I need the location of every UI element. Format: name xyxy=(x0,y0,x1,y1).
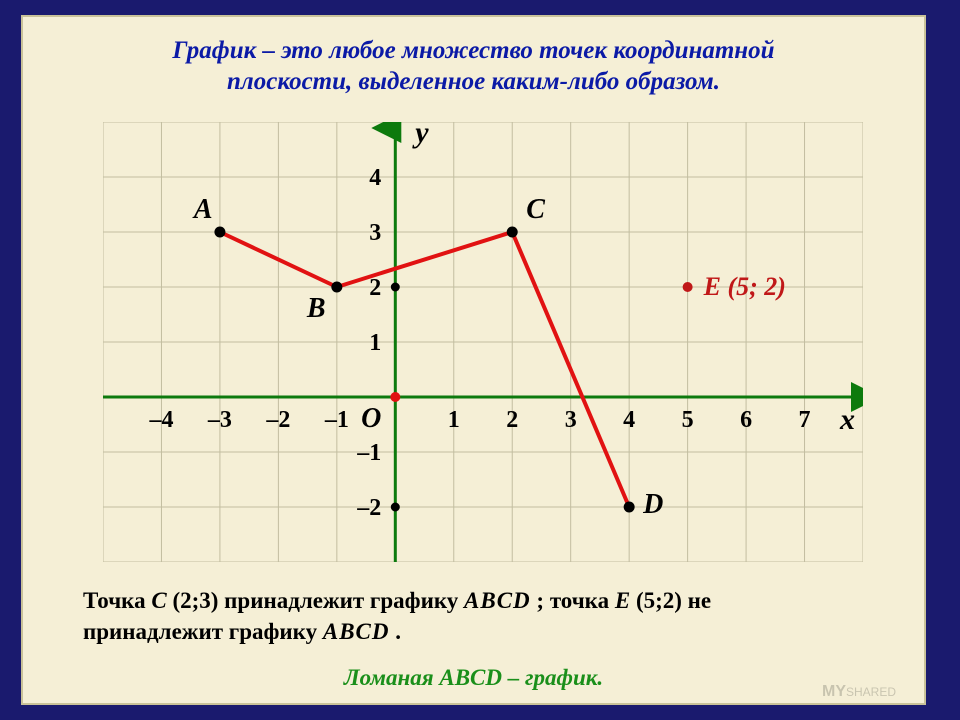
title-line-2: плоскости, выделенное каким-либо образом… xyxy=(227,68,720,95)
svg-text:2: 2 xyxy=(369,275,381,301)
svg-text:–3: –3 xyxy=(207,407,232,433)
svg-text:3: 3 xyxy=(565,407,577,433)
svg-text:x: x xyxy=(839,403,855,436)
svg-text:5: 5 xyxy=(682,407,694,433)
svg-text:A: A xyxy=(192,194,213,225)
svg-text:–2: –2 xyxy=(265,407,290,433)
caption-polyline: Ломаная ABCD – график. xyxy=(23,665,924,691)
svg-text:O: O xyxy=(361,403,381,434)
svg-text:4: 4 xyxy=(623,407,635,433)
coordinate-chart: –4 –3 –2 –1 1 2 3 4 5 6 7 1 2 3 4 –1 –2 Ox y A B C D E (5; 2) xyxy=(103,122,863,562)
title-line-1: График – это любое множество точек коорд… xyxy=(172,37,774,64)
svg-text:–4: –4 xyxy=(148,407,173,433)
svg-text:6: 6 xyxy=(740,407,752,433)
svg-text:1: 1 xyxy=(448,407,460,433)
svg-text:7: 7 xyxy=(799,407,811,433)
svg-text:1: 1 xyxy=(369,330,381,356)
svg-text:B: B xyxy=(306,293,326,324)
svg-text:y: y xyxy=(412,122,429,149)
slide-title: График – это любое множество точек коорд… xyxy=(23,35,924,98)
svg-text:2: 2 xyxy=(506,407,518,433)
svg-text:–1: –1 xyxy=(324,407,349,433)
svg-text:E (5; 2): E (5; 2) xyxy=(703,272,786,301)
svg-text:3: 3 xyxy=(369,220,381,246)
caption-membership: Точка C (2;3) принадлежит графику ABCD ;… xyxy=(83,585,884,647)
svg-text:C: C xyxy=(526,194,545,225)
svg-text:–2: –2 xyxy=(356,495,381,521)
svg-text:D: D xyxy=(642,489,663,520)
watermark: MYMYSHAREDSHARED xyxy=(822,684,896,700)
svg-text:4: 4 xyxy=(369,165,381,191)
slide-frame: График – это любое множество точек коорд… xyxy=(21,15,926,705)
svg-text:–1: –1 xyxy=(356,440,381,466)
